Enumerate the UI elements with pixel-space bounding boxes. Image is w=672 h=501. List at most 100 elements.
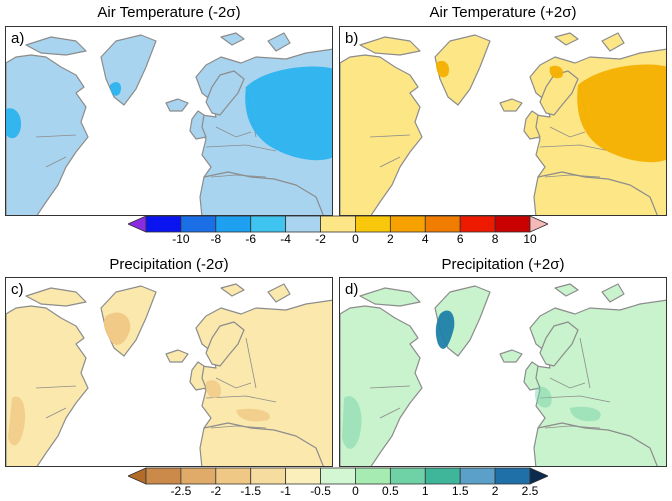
map-d — [340, 283, 666, 466]
country-border — [205, 144, 277, 152]
temperature-colorbar-swatch — [145, 215, 182, 233]
land-africa — [533, 171, 658, 215]
country-border — [369, 385, 411, 389]
country-border — [369, 134, 411, 138]
map-panel-c: c) — [5, 277, 333, 467]
land-northAmerica — [6, 305, 89, 466]
temperature-colorbar-swatch — [389, 215, 426, 233]
land-northAmerica — [6, 54, 89, 215]
land-africa — [199, 422, 324, 466]
precipitation-colorbar-tick-label: 1 — [421, 484, 429, 498]
country-border — [544, 174, 601, 178]
land-canadaArctic — [359, 287, 421, 307]
anomaly-region — [577, 64, 666, 163]
anomaly-region — [236, 408, 270, 422]
temperature-colorbar-tick-label: 6 — [456, 232, 464, 246]
precipitation-colorbar-tick-label: -1 — [280, 484, 291, 498]
country-border — [539, 144, 611, 152]
title-c: Precipitation (-2σ) — [109, 256, 229, 273]
precipitation-colorbar-swatch — [355, 467, 391, 485]
panel-label-a: a) — [11, 30, 25, 47]
precipitation-colorbar-tick-label: 0.5 — [382, 484, 399, 498]
panel-label-d: d) — [345, 281, 359, 298]
anomaly-region — [570, 406, 601, 422]
land-scandinavia — [539, 70, 579, 116]
country-border — [45, 156, 67, 168]
anomaly-region — [436, 60, 450, 78]
anomaly-region — [110, 82, 122, 96]
precipitation-colorbar-tick-label: 2 — [491, 484, 499, 498]
temperature-colorbar — [128, 215, 548, 233]
temperature-colorbar-swatch — [320, 215, 356, 233]
country-border — [205, 395, 277, 403]
anomaly-region — [342, 396, 362, 449]
precipitation-colorbar-swatch — [215, 467, 252, 485]
land-svalbard — [220, 283, 245, 297]
land-novaya — [267, 32, 291, 52]
land-iceland — [499, 349, 523, 363]
country-border — [245, 337, 257, 389]
anomaly-region — [245, 66, 332, 161]
precipitation-colorbar-tick-label: -2.5 — [170, 484, 192, 498]
precipitation-colorbar-swatch — [389, 467, 426, 485]
anomaly-region — [103, 312, 131, 345]
country-border — [35, 134, 77, 138]
temperature-colorbar-swatch — [459, 215, 496, 233]
map-panel-b: b) — [339, 26, 667, 216]
country-border — [215, 126, 252, 138]
precipitation-colorbar-swatch — [250, 467, 287, 485]
land-africa — [533, 422, 658, 466]
country-border — [579, 337, 591, 389]
temperature-colorbar-tick-label: -8 — [210, 232, 222, 246]
land-britain — [523, 361, 541, 391]
country-border — [379, 156, 401, 168]
precipitation-colorbar-swatch — [494, 467, 531, 485]
map-panel-a: a) — [5, 26, 333, 216]
temperature-colorbar-swatch — [494, 215, 531, 233]
land-greenland — [434, 34, 491, 106]
temperature-colorbar-swatch-high — [529, 215, 548, 233]
land-svalbard — [554, 283, 579, 297]
precipitation-colorbar-tick-label: -1.5 — [240, 484, 262, 498]
temperature-colorbar-tick-label: 8 — [491, 232, 499, 246]
land-africa — [199, 171, 324, 215]
land-svalbard — [554, 32, 579, 46]
anomaly-region — [534, 386, 552, 408]
temperature-colorbar-swatch-low — [128, 215, 147, 233]
anomaly-region — [8, 396, 26, 446]
precipitation-colorbar-tick-label: -2 — [210, 484, 222, 498]
land-canadaArctic — [25, 287, 87, 307]
anomaly-region — [205, 380, 222, 399]
temperature-colorbar-tick-label: 0 — [352, 232, 359, 246]
land-iceland — [165, 98, 189, 112]
temperature-colorbar-swatch — [250, 215, 287, 233]
anomaly-region — [549, 65, 564, 79]
precipitation-colorbar-swatch — [320, 467, 356, 485]
country-border — [544, 425, 601, 429]
temperature-colorbar-swatch — [285, 215, 321, 233]
temperature-colorbar-tick-label: -6 — [245, 232, 257, 246]
map-a — [6, 32, 332, 215]
precipitation-colorbar-tick-label: 0 — [352, 484, 359, 498]
country-border — [549, 126, 586, 138]
map-c — [6, 283, 332, 466]
map-panel-d: d) — [339, 277, 667, 467]
title-d: Precipitation (+2σ) — [441, 256, 565, 273]
land-scandinavia — [205, 321, 245, 367]
land-northAmerica — [340, 54, 423, 215]
country-border — [210, 174, 267, 178]
precipitation-colorbar-swatch — [180, 467, 217, 485]
temperature-colorbar-tick-label: 10 — [523, 232, 537, 246]
map-b — [340, 32, 666, 215]
precipitation-colorbar-swatch — [459, 467, 496, 485]
temperature-colorbar-tick-label: -4 — [280, 232, 291, 246]
temperature-colorbar-tick-label: 4 — [421, 232, 429, 246]
land-svalbard — [220, 32, 245, 46]
land-northAmerica — [340, 305, 423, 466]
precipitation-colorbar-tick-label: 1.5 — [451, 484, 469, 498]
temperature-colorbar-tick-label: -10 — [172, 232, 190, 246]
country-border — [539, 395, 611, 403]
land-britain — [523, 110, 541, 140]
panel-label-b: b) — [345, 30, 359, 47]
title-b: Air Temperature (+2σ) — [429, 4, 577, 21]
